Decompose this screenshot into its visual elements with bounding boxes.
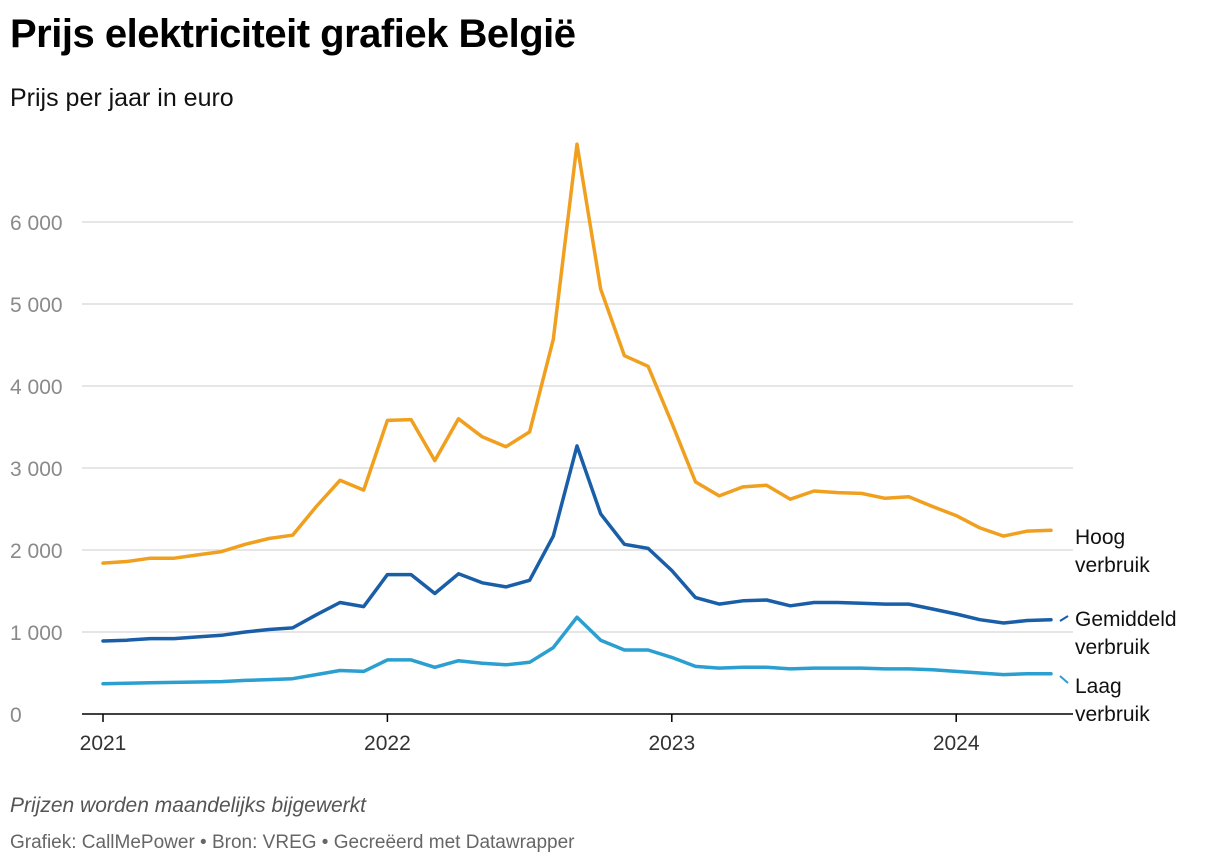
series-line-hoog	[101, 142, 1053, 565]
y-tick-label: 6 000	[10, 212, 63, 235]
x-tick-label: 2023	[648, 732, 695, 755]
series-layer	[101, 142, 1053, 686]
y-tick-label: 1 000	[10, 622, 63, 645]
series-label-line: verbruik	[1075, 554, 1150, 577]
series-label-line: Gemiddeld	[1075, 608, 1177, 631]
label-connector-gemiddeld	[1059, 615, 1069, 622]
x-tick-label: 2024	[933, 732, 980, 755]
label-layer: Hoog verbruik Gemiddeld verbruik Laag verbrui…	[1059, 526, 1177, 726]
y-tick-label: 3 000	[10, 458, 63, 481]
footer-note: Prijzen worden maandelijks bijgewerkt	[10, 794, 366, 817]
series-line-laag	[101, 615, 1053, 686]
series-label-line: Laag	[1075, 675, 1122, 698]
series-label-gemiddeld: Gemiddeld verbruik	[1075, 608, 1177, 659]
x-tick-label: 2022	[364, 732, 411, 755]
y-tick-label: 5 000	[10, 294, 63, 317]
footer-credits: Grafiek: CallMePower • Bron: VREG • Gecr…	[10, 832, 575, 853]
y-tick-label: 0	[10, 704, 22, 727]
chart-subtitle: Prijs per jaar in euro	[10, 84, 234, 112]
x-tick-label: 2021	[80, 732, 127, 755]
grid-layer: 0 1 000 2 000 3 000 4 000 5 000 6 000 2021 2022 2…	[10, 212, 1073, 755]
chart-title: Prijs elektriciteit grafiek België	[10, 12, 576, 56]
series-label-line: verbruik	[1075, 636, 1150, 659]
series-line-gemiddeld	[101, 444, 1053, 643]
series-label-laag: Laag verbruik	[1075, 675, 1150, 726]
label-connector-laag	[1059, 675, 1069, 684]
series-label-line: verbruik	[1075, 703, 1150, 726]
y-tick-label: 4 000	[10, 376, 63, 399]
series-label-hoog: Hoog verbruik	[1075, 526, 1150, 577]
series-label-line: Hoog	[1075, 526, 1125, 549]
y-tick-label: 2 000	[10, 540, 63, 563]
